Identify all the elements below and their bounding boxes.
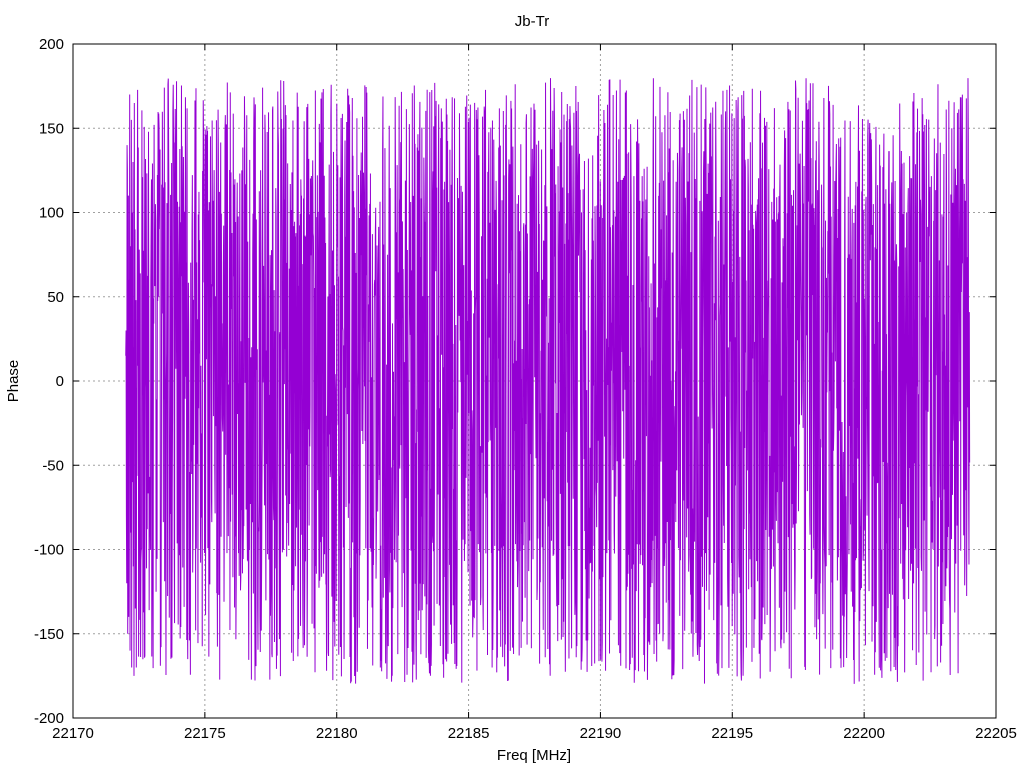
axis-ticks [72, 43, 997, 719]
y-tick-label: 0 [56, 373, 64, 390]
y-tick-label: -200 [34, 710, 64, 727]
y-tick-label: 150 [39, 120, 64, 137]
x-tick-label: 22175 [184, 725, 226, 742]
x-tick-label: 22205 [975, 725, 1017, 742]
chart-title: Jb-Tr [515, 13, 549, 30]
y-tick-labels: -200 -150 -100 -50 0 50 100 150 200 [34, 36, 64, 727]
x-tick-label: 22185 [448, 725, 490, 742]
y-tick-label: 100 [39, 205, 64, 222]
x-axis-title: Freq [MHz] [497, 747, 571, 764]
y-axis-title: Phase [5, 360, 22, 403]
y-tick-label: -100 [34, 542, 64, 559]
y-tick-label: 200 [39, 36, 64, 53]
x-tick-label: 22195 [711, 725, 753, 742]
x-tick-label: 22190 [580, 725, 622, 742]
y-tick-label: -50 [42, 457, 64, 474]
y-tick-label: -150 [34, 626, 64, 643]
y-tick-label: 50 [47, 289, 64, 306]
series-phase-line [125, 78, 971, 684]
x-tick-label: 22200 [843, 725, 885, 742]
x-tick-label: 22180 [316, 725, 358, 742]
x-tick-labels: 22170 22175 22180 22185 22190 22195 22200 22205 [52, 725, 1017, 742]
x-tick-label: 22170 [52, 725, 94, 742]
series-line [125, 78, 971, 684]
